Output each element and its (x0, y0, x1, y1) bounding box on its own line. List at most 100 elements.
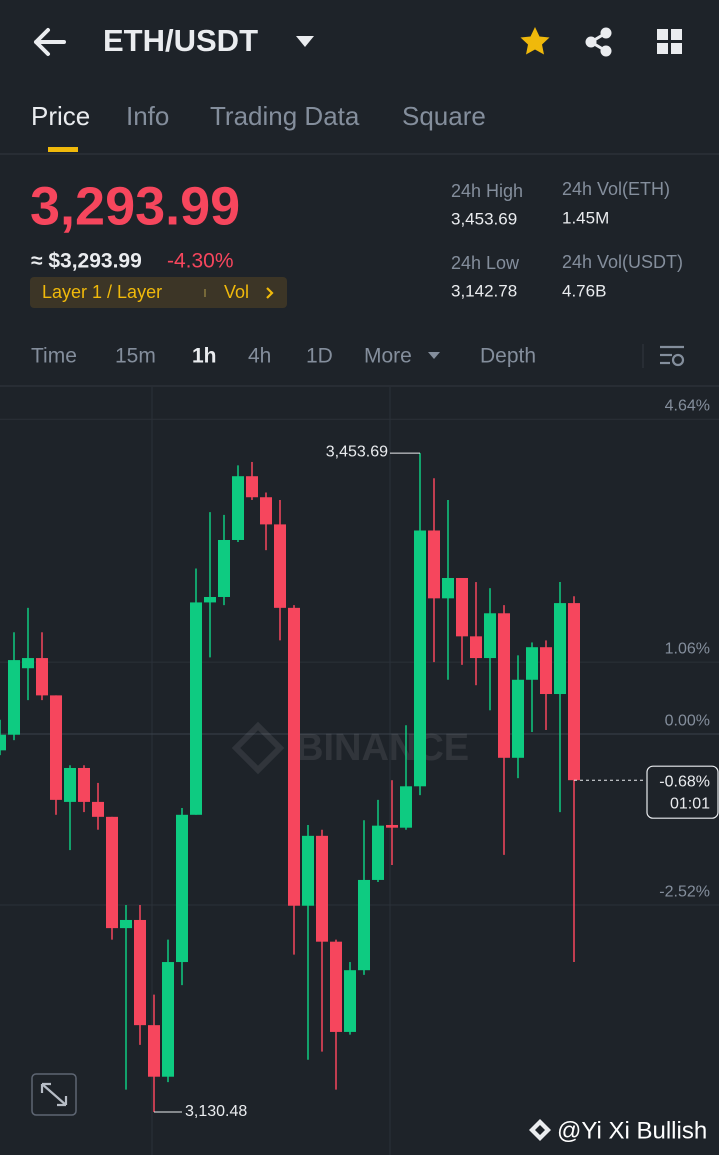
candle-body (120, 919, 132, 929)
tab-active[interactable]: Price (31, 101, 90, 131)
interval[interactable]: 1D (306, 345, 333, 368)
candle-body (316, 835, 328, 942)
candle-body (400, 786, 412, 828)
y-tick-label: -2.52% (659, 883, 710, 900)
low-label: 3,130.48 (185, 1103, 247, 1120)
usd-price: ≈ $3,293.99 (31, 250, 142, 273)
menu-button[interactable] (657, 29, 682, 54)
candle-body (8, 660, 20, 735)
chart-settings[interactable] (660, 345, 685, 367)
candle-body (50, 695, 62, 800)
countdown: 01:01 (670, 795, 710, 812)
watermark-text: @Yi Xi Bullish (557, 1117, 707, 1144)
y-tick-label: 0.00% (665, 712, 710, 729)
candle-body (176, 814, 188, 963)
candle-body (414, 530, 426, 787)
tab[interactable]: Square (402, 101, 486, 131)
y-tick-label: 4.64% (665, 397, 710, 414)
candle-body (442, 577, 454, 599)
candle-body (428, 530, 440, 599)
stat-label: 24h High (451, 181, 523, 201)
candle-body (232, 476, 244, 540)
candle-body (456, 577, 468, 637)
candle-body (554, 603, 566, 695)
share-button[interactable] (585, 27, 612, 57)
pair-selector[interactable]: ETH/USDT (103, 23, 314, 58)
interval[interactable]: 4h (248, 345, 271, 368)
candle-body (78, 767, 90, 802)
candle-body (302, 835, 314, 906)
candle-body (484, 613, 496, 659)
last-price: 3,293.99 (30, 176, 240, 236)
watermark-logo (231, 721, 285, 775)
candle-body (568, 603, 580, 781)
last-price-label: -0.68% (659, 773, 710, 790)
back-button[interactable] (34, 28, 66, 56)
candle-body (330, 941, 342, 1032)
candle-body (344, 970, 356, 1032)
tab[interactable]: Info (126, 101, 169, 131)
candle-body (386, 824, 398, 828)
candle-body (372, 825, 384, 880)
tag-vol: Vol (224, 282, 249, 302)
candle-body (540, 647, 552, 695)
share-node (585, 36, 597, 48)
back-arrow (34, 28, 66, 56)
candle-body (358, 879, 370, 971)
candle-body (64, 767, 76, 802)
tab[interactable]: Trading Data (210, 101, 360, 131)
tag-text: Layer 1 / Layer (42, 282, 162, 302)
interval[interactable]: Time (31, 345, 77, 368)
share-node (600, 27, 612, 39)
tag-background (30, 277, 287, 308)
menu-square (671, 43, 682, 54)
y-tick-label: 1.06% (665, 640, 710, 657)
overlay: 3,453.69 3,130.48 -0.68% 01:01 (154, 443, 719, 1120)
depth-tab[interactable]: Depth (480, 345, 536, 368)
fullscreen-frame (31, 1073, 77, 1116)
tag-chevron (266, 287, 274, 299)
candle-body (246, 476, 258, 498)
candles (0, 453, 580, 1113)
chart-watermark: BINANCE (231, 721, 469, 775)
interval-more[interactable]: More (364, 345, 412, 368)
candle-body (148, 1025, 160, 1077)
candle-body (190, 602, 202, 815)
menu-square (657, 29, 668, 40)
watermark-text: BINANCE (296, 727, 469, 769)
favorite-star[interactable] (520, 27, 550, 55)
candle-body (218, 539, 230, 597)
candle-body (162, 962, 174, 1077)
more-caret (428, 352, 440, 359)
candle-body (106, 816, 118, 929)
interval[interactable]: 15m (115, 345, 156, 368)
candle-body (274, 524, 286, 608)
candle-body (260, 497, 272, 525)
stat-value: 3,453.69 (451, 209, 517, 228)
fullscreen-button[interactable] (31, 1073, 77, 1116)
high-label: 3,453.69 (326, 443, 388, 460)
candle-body (204, 596, 216, 603)
price-change: -4.30% (167, 250, 234, 273)
pair-title: ETH/USDT (103, 23, 258, 58)
candle-body (0, 734, 6, 751)
stat-value: 3,142.78 (451, 281, 517, 300)
fullscreen-icon (40, 1082, 68, 1107)
stat-value: 4.76B (562, 281, 606, 300)
interval-active[interactable]: 1h (192, 345, 217, 368)
tab-indicator (48, 147, 78, 152)
candle-body (470, 636, 482, 659)
candle-body (134, 919, 146, 1026)
candle-body (498, 613, 510, 758)
last-price-box (646, 765, 719, 819)
sector-tag[interactable]: Layer 1 / Layer Vol (30, 277, 287, 308)
menu-square (657, 43, 668, 54)
menu-square (671, 29, 682, 40)
share-node (600, 45, 612, 57)
candle-body (92, 801, 104, 817)
settings-gear (671, 353, 685, 367)
footer-watermark: @Yi Xi Bullish (529, 1117, 707, 1144)
